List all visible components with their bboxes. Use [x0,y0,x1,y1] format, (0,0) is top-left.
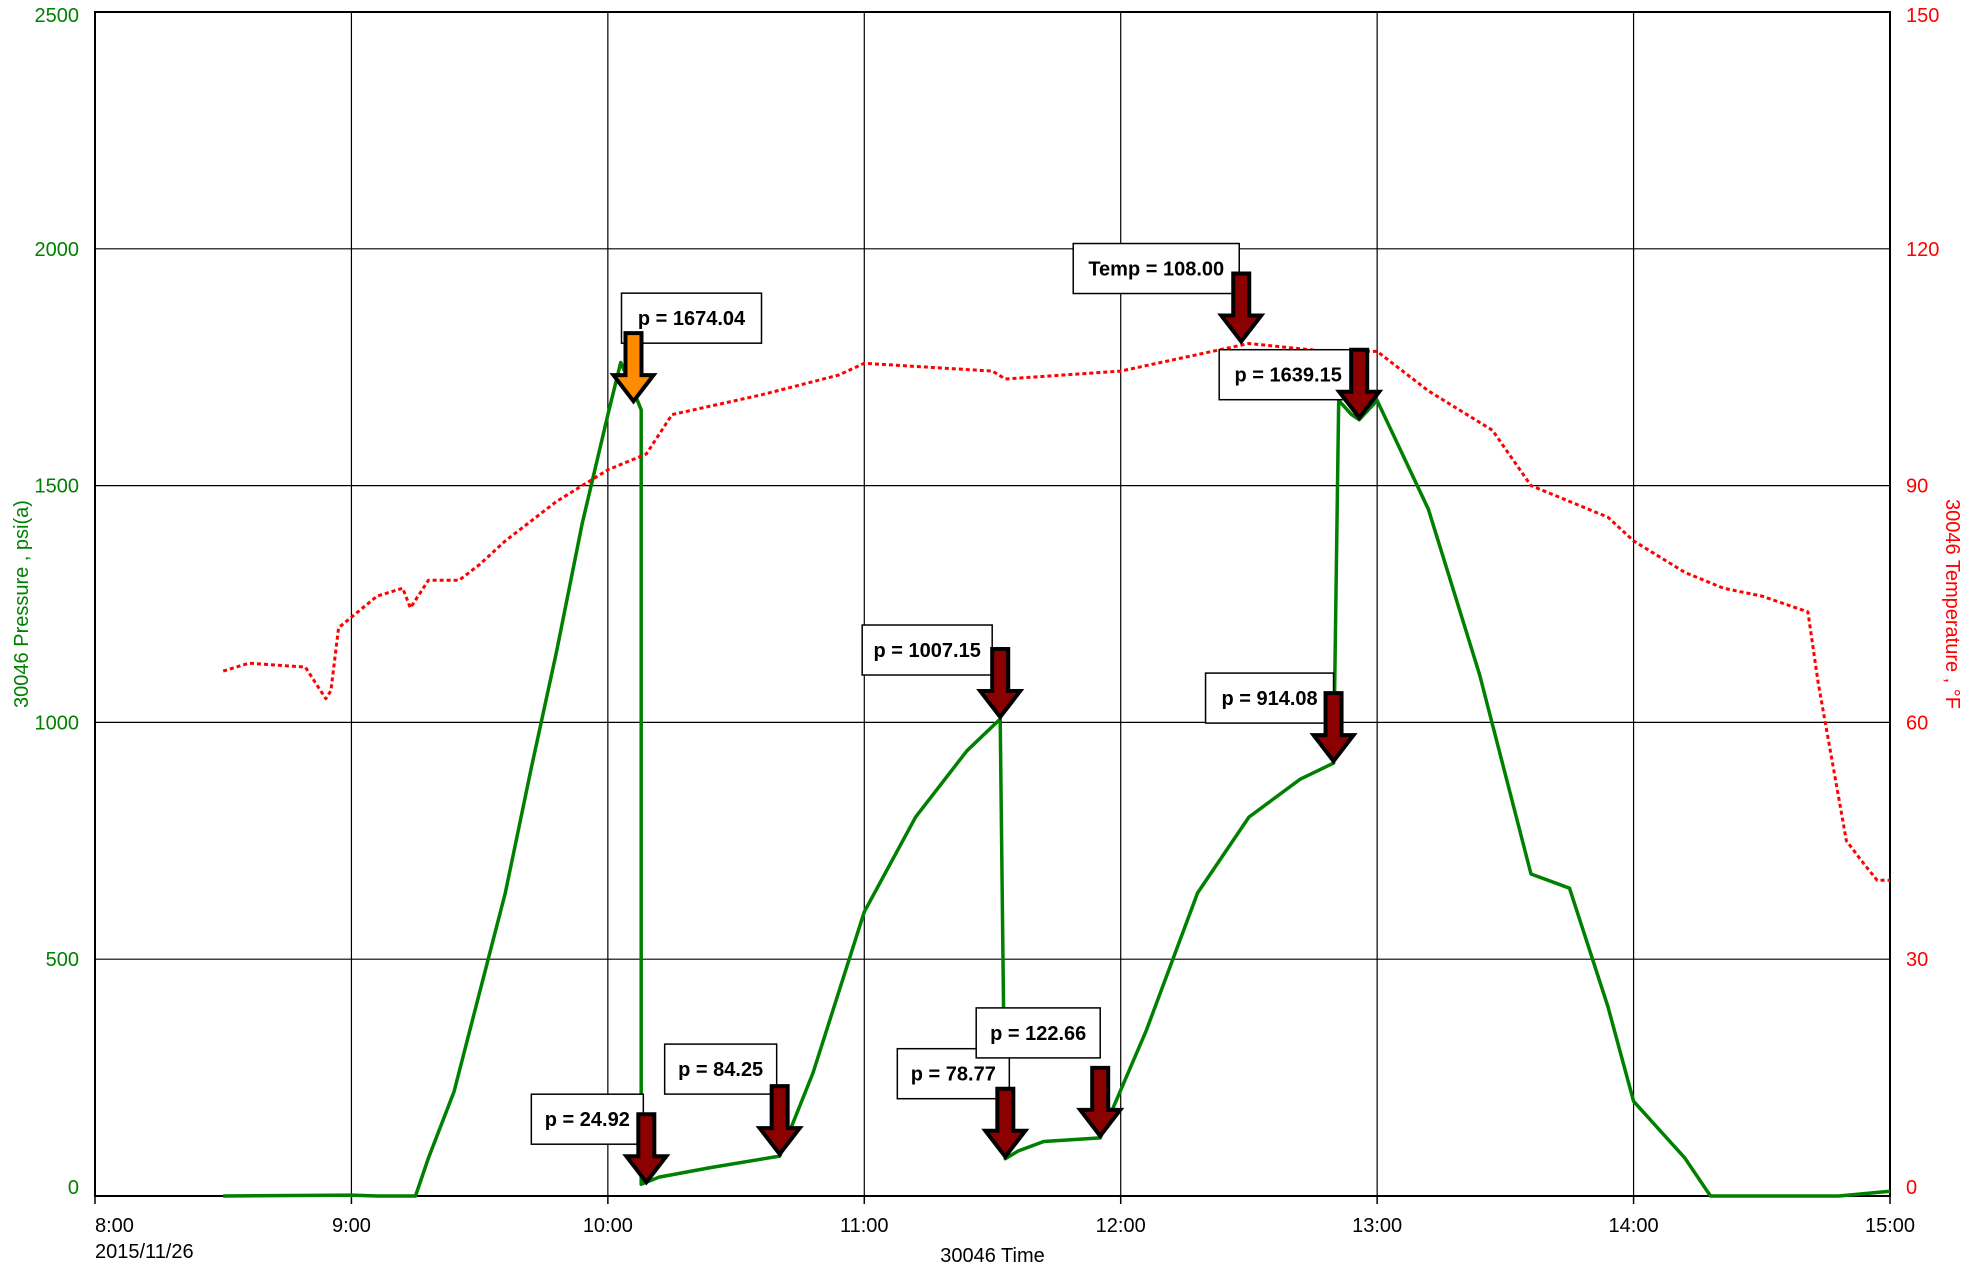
annotation-box [1218,348,1358,401]
x-axis-label: 30046 Time [940,1245,1045,1267]
annotation-label: p = 914.08 [1221,688,1317,710]
annotation-arrow [1217,271,1266,345]
temperature-series-line [222,342,1890,882]
axes: 8:00 9:00 10:00 11:00 12:00 13:00 14:00 15:00 0 5… [35,5,1940,1237]
x-tick-label: 15:00 [1865,1215,1915,1237]
annotation-callout: p = 122.66 [975,1007,1125,1140]
x-tick-label: 13:00 [1352,1215,1402,1237]
y-right-tick-label: 30 [1906,949,1928,971]
annotations-layer: p = 1674.04 Temp = 108.00 p = 1639.15 p = 1… [530,242,1384,1186]
annotation-label: p = 78.77 [911,1064,996,1086]
annotation-box [663,1043,778,1095]
x-tick-label: 10:00 [583,1215,633,1237]
annotation-arrow [981,1086,1030,1160]
annotation-box [975,1007,1101,1059]
x-tick-label: 9:00 [332,1215,371,1237]
y-left-tick-label: 1000 [35,712,80,734]
annotation-arrow [1076,1065,1125,1140]
annotation-arrow [622,1112,671,1186]
y-right-tick-label: 60 [1906,712,1928,734]
annotation-box [530,1093,645,1145]
annotation-label: p = 1674.04 [638,308,746,330]
y-left-tick-label: 2500 [35,5,80,27]
y-axis-left-label: 30046 Pressure , psi(a) [11,500,33,708]
annotation-callout: p = 1639.15 [1218,347,1384,421]
annotation-box [1204,672,1335,724]
annotation-arrow [1309,691,1358,765]
annotation-label: p = 1639.15 [1235,365,1342,387]
annotation-arrow [755,1084,804,1158]
annotation-callout: p = 914.08 [1204,672,1358,765]
annotation-callout: p = 1007.15 [861,624,1025,721]
annotation-arrow [1335,347,1384,421]
x-tick-label: 14:00 [1609,1215,1659,1237]
annotation-box [1072,242,1240,295]
x-tick-label: 8:00 [95,1215,134,1237]
x-tick-label: 12:00 [1096,1215,1146,1237]
x-tick-label: 11:00 [840,1215,889,1237]
y-left-tick-label: 0 [68,1177,79,1199]
annotation-callout: p = 24.92 [530,1093,671,1186]
y-right-tick-label: 90 [1906,476,1928,498]
x-axis-start-date: 2015/11/26 [95,1241,194,1263]
annotation-callout: Temp = 108.00 [1072,242,1266,345]
annotation-callout: p = 84.25 [663,1043,804,1158]
y-left-tick-label: 500 [46,949,79,971]
annotation-label: Temp = 108.00 [1088,259,1224,281]
annotation-box [861,624,993,676]
y-left-tick-label: 2000 [35,239,80,261]
y-right-tick-label: 120 [1906,239,1939,261]
annotation-label: p = 122.66 [990,1023,1086,1045]
annotation-label: p = 84.25 [678,1059,763,1081]
y-right-tick-label: 150 [1906,5,1939,27]
y-left-tick-label: 1500 [35,476,80,498]
annotation-arrow [976,647,1025,721]
annotation-label: p = 1007.15 [874,640,981,662]
annotation-box [620,292,763,344]
annotation-callout: p = 1674.04 [609,292,763,405]
y-right-tick-label: 0 [1906,1177,1917,1199]
plot-frame [94,11,1891,1197]
annotation-label: p = 24.92 [545,1109,630,1131]
y-axis-right-label: 30046 Temperature , °F [1941,499,1963,709]
annotation-arrow [609,331,658,405]
